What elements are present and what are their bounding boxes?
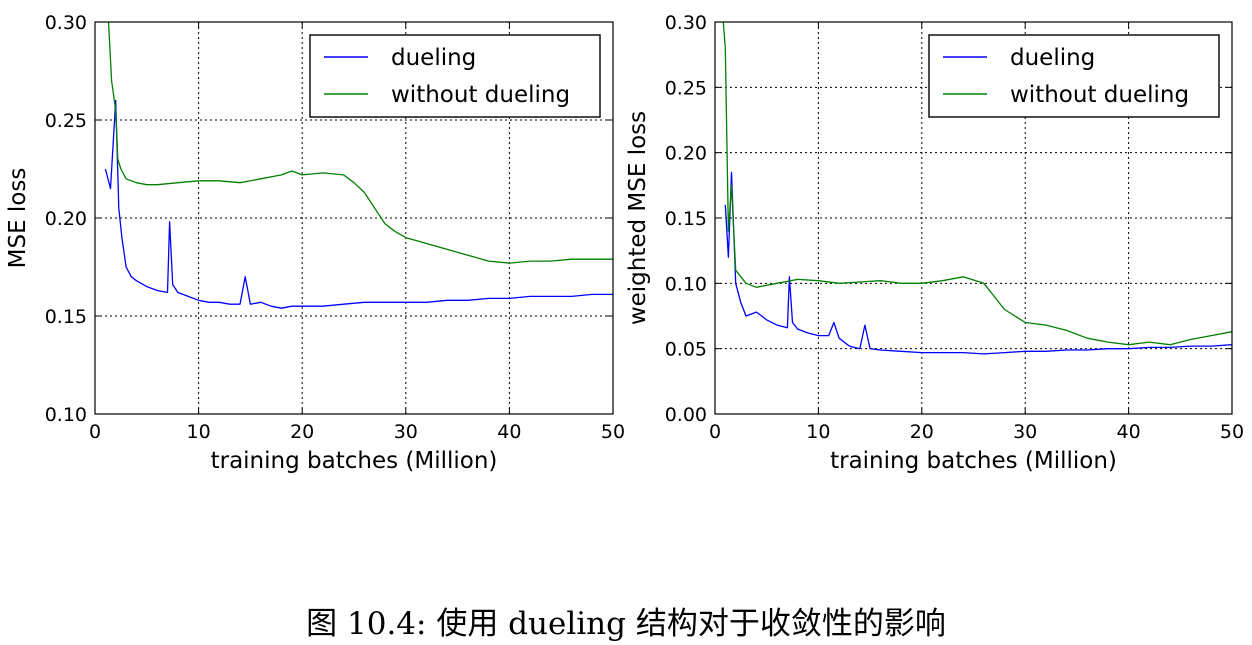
series-line-dueling [724,171,1233,355]
x-tick-label: 30 [394,421,418,443]
legend-label: without dueling [1010,82,1189,108]
figure: 0 10 20 30 40 50 0.10 0.15 0.20 0.25 0.30 training … [5,12,1244,474]
legend: dueling without dueling [928,34,1220,118]
legend-box [928,34,1220,118]
y-tick-label: 0.25 [45,110,87,132]
x-tick-label: 10 [187,421,211,443]
y-axis-label: weighted MSE loss [625,111,651,325]
legend-label: dueling [391,45,476,71]
y-tick-label: 0.20 [45,208,87,230]
legend: dueling without dueling [309,34,601,118]
series-line-without-dueling [722,21,1233,346]
legend-label: dueling [1010,45,1095,71]
figure-caption: 图 10.4: 使用 dueling 结构对于收敛性的影响 [306,606,946,642]
chart-1: 0 10 20 30 40 50 0.10 0.15 0.20 0.25 0.30 training … [5,12,625,474]
x-tick-label: 20 [290,421,314,443]
x-axis-label: training batches (Million) [211,448,498,474]
x-axis-label: training batches (Million) [830,448,1117,474]
y-tick-label: 0.10 [665,273,707,295]
x-tick-label: 40 [497,421,521,443]
x-tick-label: 0 [89,421,101,443]
legend-box [309,34,601,118]
chart-2: 0 10 20 30 40 50 0.00 0.05 0.10 0.15 0.20 0.25 0.30 t… [625,12,1244,474]
x-tick-label: 20 [910,421,934,443]
x-tick-label: 50 [1220,421,1244,443]
x-tick-label: 50 [601,421,625,443]
y-tick-label: 0.30 [665,12,707,34]
x-tick-label: 40 [1117,421,1141,443]
y-tick-label: 0.15 [665,208,707,230]
y-tick-label: 0.10 [45,404,87,426]
y-tick-label: 0.25 [665,77,707,99]
legend-label: without dueling [391,82,570,108]
y-axis-label: MSE loss [5,168,31,269]
x-tick-label: 30 [1013,421,1037,443]
y-tick-label: 0.05 [665,339,707,361]
y-tick-label: 0.15 [45,306,87,328]
x-tick-label: 10 [806,421,830,443]
x-tick-label: 0 [709,421,721,443]
y-tick-label: 0.00 [665,404,707,426]
series-line-dueling [104,99,613,309]
series-line-without-dueling [107,21,613,264]
y-tick-label: 0.20 [665,143,707,165]
y-tick-label: 0.30 [45,12,87,34]
